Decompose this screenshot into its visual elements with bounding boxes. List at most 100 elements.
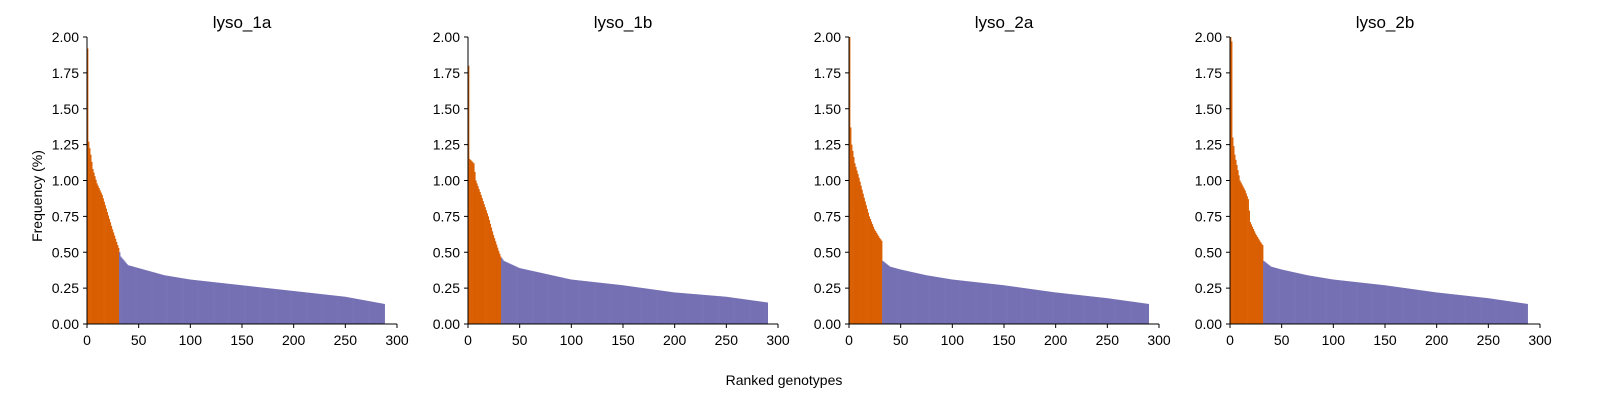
- y-tick-label: 1.75: [1195, 65, 1222, 81]
- bar-genotype: [1112, 299, 1114, 324]
- chart-panel-4: lyso_2b 0.00 0.25 0.50 0.75 1.00 1.25 1.50 1.75 2…: [1195, 13, 1552, 348]
- bar-genotype: [316, 293, 318, 324]
- bar-genotype: [1016, 287, 1018, 324]
- bar-genotype: [605, 283, 607, 324]
- bar-genotype: [189, 279, 191, 324]
- bar-genotype: [662, 290, 664, 324]
- bar-genotype: [1009, 286, 1011, 324]
- bar-genotype: [1496, 299, 1498, 324]
- bar-genotype: [634, 286, 636, 324]
- x-tick-label: 50: [131, 332, 147, 348]
- bar-genotype: [1413, 289, 1416, 324]
- bar-genotype: [356, 299, 359, 324]
- bar-genotype: [1470, 296, 1473, 324]
- bar-genotype: [278, 289, 280, 324]
- bar-top-genotype: [873, 229, 876, 324]
- bar-genotype: [352, 298, 354, 324]
- bar-genotype: [1408, 288, 1411, 324]
- bar-genotype: [1460, 295, 1462, 324]
- bar-genotype: [182, 278, 184, 324]
- bar-genotype: [1336, 279, 1338, 324]
- bar-genotype: [1332, 279, 1334, 324]
- bar-genotype: [672, 292, 674, 324]
- y-tick-label: 0.00: [1195, 316, 1222, 332]
- bar-genotype: [995, 284, 998, 324]
- bar-genotype: [913, 272, 915, 324]
- bar-genotype: [1121, 300, 1124, 324]
- bar-genotype: [938, 277, 941, 324]
- bar-genotype: [1296, 272, 1298, 324]
- bar-genotype: [742, 299, 745, 324]
- bar-genotype: [379, 303, 381, 324]
- bar-genotype: [1091, 296, 1094, 324]
- bar-genotype: [259, 287, 261, 324]
- bar-genotype: [237, 284, 240, 324]
- bar-genotype: [216, 282, 218, 324]
- bar-genotype: [899, 269, 902, 324]
- bar-genotype: [1045, 291, 1047, 324]
- bar-genotype: [1344, 280, 1347, 324]
- bar-top-genotype: [1257, 238, 1260, 324]
- bar-genotype: [253, 286, 255, 324]
- bar-genotype: [697, 294, 699, 324]
- bar-genotype: [544, 273, 546, 324]
- bar-genotype: [1455, 294, 1457, 324]
- bar-genotype: [160, 274, 162, 324]
- bar-genotype: [204, 281, 207, 324]
- bar-genotype: [932, 276, 935, 324]
- bar-genotype: [219, 282, 221, 324]
- bar-genotype: [960, 280, 962, 324]
- bar-genotype: [328, 295, 331, 324]
- bar-genotype: [565, 278, 567, 324]
- bar-genotype: [954, 279, 956, 324]
- bar-genotype: [1367, 283, 1369, 324]
- bar-genotype: [538, 272, 540, 324]
- bar-genotype: [677, 292, 680, 324]
- bar-genotype: [717, 296, 719, 324]
- bar-genotype: [956, 280, 958, 324]
- bar-genotype: [903, 270, 906, 324]
- bar-genotype: [754, 300, 756, 324]
- bar-genotype: [320, 294, 322, 324]
- bar-genotype: [1313, 276, 1316, 324]
- bar-top-genotype: [1241, 184, 1243, 324]
- bar-genotype: [125, 262, 127, 324]
- bar-genotype: [682, 293, 685, 324]
- bar-genotype: [242, 285, 244, 324]
- bar-genotype: [301, 292, 304, 324]
- bar-genotype: [1311, 276, 1314, 324]
- bar-genotype: [230, 284, 233, 324]
- bar-genotype: [756, 301, 758, 324]
- bar-genotype: [321, 294, 323, 324]
- bar-genotype: [129, 265, 131, 324]
- bar-genotype: [1340, 280, 1342, 324]
- bar-genotype: [736, 298, 739, 324]
- bar-genotype: [676, 292, 679, 324]
- bar-genotype: [1058, 292, 1061, 324]
- bar-genotype: [1100, 297, 1102, 324]
- bar-top-genotype: [872, 226, 875, 324]
- bar-genotype: [908, 271, 911, 324]
- bar-genotype: [1306, 275, 1308, 324]
- bar-genotype: [123, 260, 125, 324]
- bar-top-genotype: [1232, 137, 1234, 324]
- bar-genotype: [1360, 282, 1362, 324]
- bar-genotype: [1018, 287, 1020, 324]
- bar-genotype: [234, 284, 237, 324]
- bar-genotype: [1440, 293, 1443, 324]
- x-tick-label: 50: [1274, 332, 1290, 348]
- bar-genotype: [652, 289, 655, 324]
- bar-top-genotype: [98, 187, 100, 324]
- bar-genotype: [1036, 289, 1038, 324]
- y-tick-label: 0.25: [1195, 280, 1222, 296]
- bar-genotype: [350, 297, 352, 324]
- bar-genotype: [971, 281, 974, 324]
- bar-genotype: [1335, 279, 1337, 324]
- bar-genotype: [749, 300, 751, 324]
- bar-top-genotype: [1245, 193, 1247, 324]
- bar-genotype: [570, 279, 572, 324]
- y-tick-label: 0.75: [433, 208, 460, 224]
- bar-genotype: [1062, 293, 1065, 324]
- bar-genotype: [1424, 290, 1426, 324]
- bar-genotype: [277, 289, 279, 324]
